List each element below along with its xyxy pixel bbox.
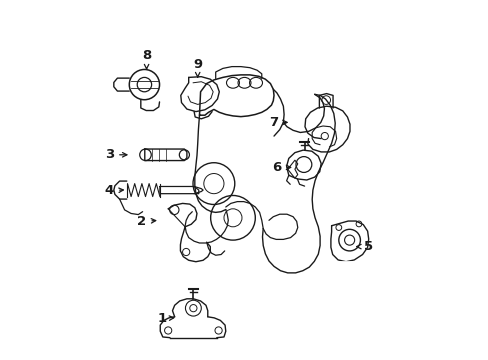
Text: 3: 3 [104,148,127,161]
Text: 7: 7 [268,116,286,129]
Text: 1: 1 [158,312,173,325]
Text: 2: 2 [137,215,155,228]
Text: 4: 4 [104,184,123,197]
Text: 8: 8 [142,49,151,69]
Text: 9: 9 [193,58,202,77]
Text: 5: 5 [356,240,372,253]
Text: 6: 6 [272,161,290,174]
